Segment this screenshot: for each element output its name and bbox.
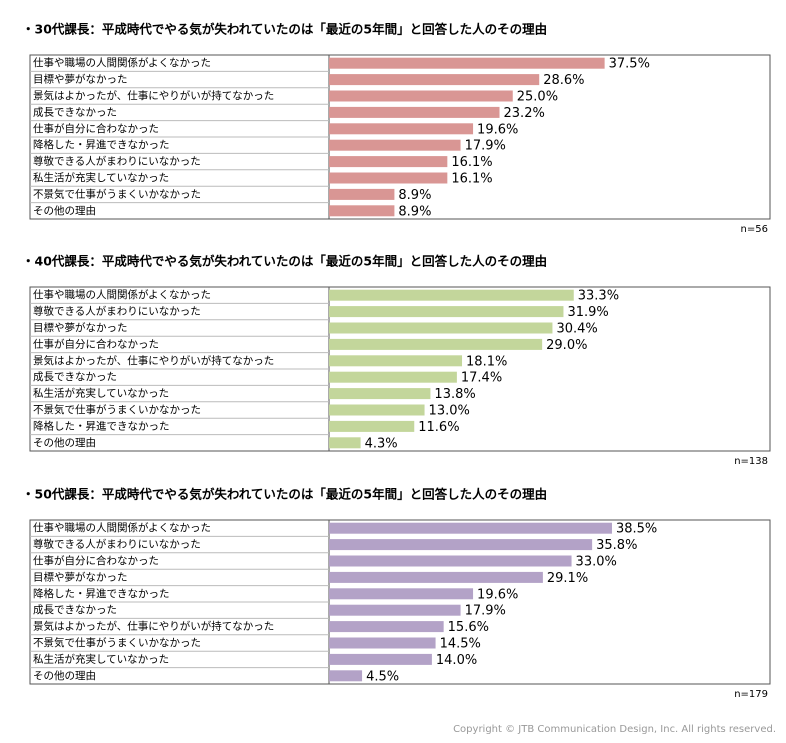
category-label: 尊敬できる人がまわりにいなかった <box>33 155 201 168</box>
value-label: 4.5% <box>366 669 399 684</box>
category-label: 仕事や職場の人間関係がよくなかった <box>33 288 211 301</box>
bar <box>329 539 593 551</box>
category-label: 私生活が充実していなかった <box>33 387 169 400</box>
value-label: 30.4% <box>556 322 597 337</box>
copyright: Copyright © JTB Communication Design, In… <box>453 724 776 735</box>
bar <box>329 74 540 86</box>
bar <box>329 371 457 383</box>
bar <box>329 604 461 616</box>
value-label: 15.6% <box>448 620 489 635</box>
category-label: 成長できなかった <box>33 371 117 383</box>
value-label: 8.9% <box>398 188 431 203</box>
chart-title: ・30代課長：平成時代でやる気が失われていたのは「最近の5年間」と回答した人のそ… <box>22 22 547 37</box>
bar <box>329 322 553 334</box>
value-label: 13.0% <box>429 404 470 419</box>
value-label: 23.2% <box>504 106 545 121</box>
bar <box>329 555 572 567</box>
value-label: 35.8% <box>596 538 637 553</box>
category-label: 景気はよかったが、仕事にやりがいが持てなかった <box>33 620 274 633</box>
bar <box>329 653 432 665</box>
category-label: 仕事や職場の人間関係がよくなかった <box>33 56 211 69</box>
category-label: 私生活が充実していなかった <box>33 652 169 665</box>
category-label: 不景気で仕事がうまくいかなかった <box>33 403 201 416</box>
value-label: 29.1% <box>547 571 588 586</box>
value-label: 11.6% <box>418 420 459 435</box>
category-label: 景気はよかったが、仕事にやりがいが持てなかった <box>33 354 274 367</box>
value-label: 18.1% <box>466 354 507 369</box>
category-label: 尊敬できる人がまわりにいなかった <box>33 538 201 551</box>
bar <box>329 289 574 301</box>
value-label: 14.0% <box>436 653 477 668</box>
value-label: 13.8% <box>434 387 475 402</box>
bar <box>329 338 543 350</box>
value-label: 31.9% <box>567 305 608 320</box>
value-label: 29.0% <box>546 338 587 353</box>
bar <box>329 172 448 184</box>
value-label: 28.6% <box>543 73 584 88</box>
category-label: 仕事が自分に合わなかった <box>33 122 159 135</box>
value-label: 17.9% <box>465 139 506 154</box>
sample-size: n=179 <box>734 689 768 700</box>
category-label: 仕事が自分に合わなかった <box>33 554 159 567</box>
sample-size: n=56 <box>741 224 768 235</box>
category-label: 目標や夢がなかった <box>33 570 128 583</box>
bar <box>329 388 431 400</box>
category-label: 仕事が自分に合わなかった <box>33 337 159 350</box>
category-label: 仕事や職場の人間関係がよくなかった <box>33 521 211 534</box>
value-label: 19.6% <box>477 587 518 602</box>
category-label: 成長できなかった <box>33 106 117 118</box>
category-label: 目標や夢がなかった <box>33 73 128 86</box>
category-label: その他の理由 <box>33 436 96 449</box>
category-label: 尊敬できる人がまわりにいなかった <box>33 305 201 318</box>
category-label: 成長できなかった <box>33 604 117 616</box>
value-label: 37.5% <box>609 57 650 72</box>
category-label: 降格した・昇進できなかった <box>33 419 170 432</box>
category-label: 私生活が充実していなかった <box>33 171 169 184</box>
bar <box>329 522 612 534</box>
category-label: 景気はよかったが、仕事にやりがいが持てなかった <box>33 89 274 102</box>
bar <box>329 188 395 200</box>
value-label: 14.5% <box>440 637 481 652</box>
bar <box>329 57 605 69</box>
bar <box>329 90 513 102</box>
bar <box>329 123 474 135</box>
bar <box>329 106 500 118</box>
value-label: 4.3% <box>365 436 398 451</box>
chart-title: ・40代課長：平成時代でやる気が失われていたのは「最近の5年間」と回答した人のそ… <box>22 254 547 269</box>
category-label: その他の理由 <box>33 204 96 217</box>
bar <box>329 205 395 217</box>
bar <box>329 139 461 151</box>
value-label: 19.6% <box>477 122 518 137</box>
value-label: 16.1% <box>451 155 492 170</box>
value-label: 17.4% <box>461 371 502 386</box>
chart-title: ・50代課長：平成時代でやる気が失われていたのは「最近の5年間」と回答した人のそ… <box>22 487 547 502</box>
bar <box>329 355 463 367</box>
value-label: 16.1% <box>451 172 492 187</box>
bar <box>329 156 448 168</box>
bar <box>329 420 415 432</box>
value-label: 8.9% <box>398 204 431 219</box>
bar <box>329 571 543 583</box>
category-label: 降格した・昇進できなかった <box>33 138 170 151</box>
bar <box>329 621 444 633</box>
bar <box>329 588 474 600</box>
bar <box>329 637 436 649</box>
category-label: 目標や夢がなかった <box>33 321 128 334</box>
value-label: 33.3% <box>578 289 619 304</box>
category-label: 不景気で仕事がうまくいかなかった <box>33 187 201 200</box>
value-label: 17.9% <box>465 604 506 619</box>
value-label: 38.5% <box>616 522 657 537</box>
sample-size: n=138 <box>734 456 768 467</box>
category-label: その他の理由 <box>33 669 96 682</box>
bar <box>329 670 363 682</box>
bar <box>329 404 425 416</box>
bar <box>329 437 361 449</box>
category-label: 降格した・昇進できなかった <box>33 587 170 600</box>
value-label: 33.0% <box>576 555 617 570</box>
bar <box>329 306 564 318</box>
value-label: 25.0% <box>517 90 558 105</box>
category-label: 不景気で仕事がうまくいかなかった <box>33 636 201 649</box>
